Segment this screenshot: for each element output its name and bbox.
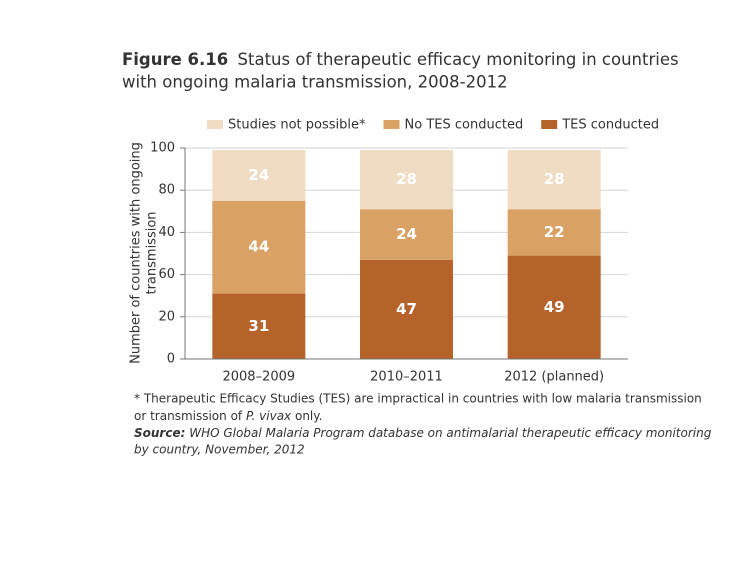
- y-tick-label: 100: [150, 141, 175, 156]
- source-label: Source:: [134, 426, 185, 440]
- title-line: Status of therapeutic efficacy monitorin…: [238, 50, 679, 69]
- value-label: 24: [248, 166, 269, 184]
- y-axis-label: Number of countries with ongoing transmi…: [129, 142, 160, 364]
- value-label: 28: [396, 170, 417, 188]
- bar-segment: [212, 200, 306, 294]
- bar-segment: [507, 150, 601, 210]
- footnote-part: P. vivax: [246, 409, 292, 423]
- bar-segment: [507, 255, 601, 359]
- y-label-line: transmission: [145, 211, 160, 294]
- value-label: 49: [544, 298, 565, 316]
- y-tick-label: 60: [158, 267, 175, 282]
- legend-label: No TES conducted: [405, 118, 524, 133]
- y-tick-label: 40: [158, 225, 175, 240]
- y-tick-label: 20: [158, 309, 175, 324]
- value-label: 44: [248, 238, 269, 256]
- chart-title: Figure 6.16 Status of therapeutic effica…: [122, 50, 679, 69]
- figure-label: Figure 6.16: [122, 50, 228, 69]
- footnote: * Therapeutic Efficacy Studies (TES) are…: [134, 392, 702, 406]
- y-label-line: Number of countries with ongoing: [129, 142, 144, 364]
- x-tick-label: 2010–2011: [370, 370, 443, 385]
- legend-label: Studies not possible*: [228, 118, 366, 133]
- legend-swatch: [383, 120, 400, 129]
- footnote: or transmission of P. vivax only.: [134, 409, 322, 423]
- y-tick-label: 0: [167, 352, 175, 367]
- value-label: 47: [396, 300, 417, 318]
- source: Source: WHO Global Malaria Program datab…: [134, 426, 712, 440]
- bar-segment: [360, 209, 453, 260]
- value-label: 24: [396, 225, 417, 243]
- value-label: 31: [248, 317, 269, 335]
- x-tick-label: 2012 (planned): [504, 370, 604, 385]
- bar-segment: [212, 150, 306, 201]
- footnote-part: only.: [291, 409, 322, 423]
- title-line: with ongoing malaria transmission, 2008-…: [122, 73, 508, 92]
- y-tick-label: 80: [158, 183, 175, 198]
- legend-swatch: [207, 120, 223, 129]
- value-label: 22: [544, 223, 565, 241]
- bar-segment: [360, 259, 453, 359]
- legend-swatch: [541, 120, 558, 129]
- source: by country, November, 2012: [134, 443, 305, 457]
- legend-label: TES conducted: [561, 118, 659, 133]
- bar-segment: [507, 209, 601, 256]
- x-tick-label: 2008–2009: [222, 370, 295, 385]
- value-label: 28: [544, 170, 565, 188]
- bar-segment: [360, 150, 453, 210]
- source-text: WHO Global Malaria Program database on a…: [185, 426, 711, 440]
- footnote-part: or transmission of: [134, 409, 246, 423]
- bar-segment: [212, 293, 306, 359]
